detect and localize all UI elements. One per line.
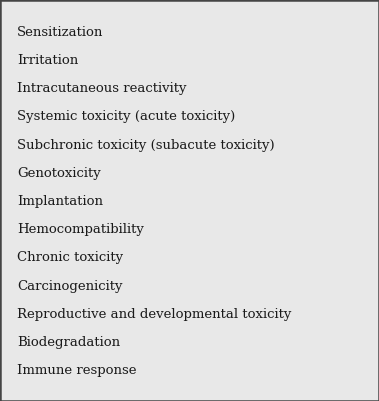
Text: Chronic toxicity: Chronic toxicity <box>17 251 123 264</box>
Text: Carcinogenicity: Carcinogenicity <box>17 279 122 293</box>
Text: Intracutaneous reactivity: Intracutaneous reactivity <box>17 82 186 95</box>
Text: Hemocompatibility: Hemocompatibility <box>17 223 144 236</box>
Text: Irritation: Irritation <box>17 54 78 67</box>
Text: Subchronic toxicity (subacute toxicity): Subchronic toxicity (subacute toxicity) <box>17 139 275 152</box>
Text: Biodegradation: Biodegradation <box>17 336 120 349</box>
Text: Implantation: Implantation <box>17 195 103 208</box>
Text: Immune response: Immune response <box>17 365 136 377</box>
Text: Genotoxicity: Genotoxicity <box>17 167 101 180</box>
Text: Systemic toxicity (acute toxicity): Systemic toxicity (acute toxicity) <box>17 110 235 124</box>
Text: Sensitization: Sensitization <box>17 26 103 38</box>
Text: Reproductive and developmental toxicity: Reproductive and developmental toxicity <box>17 308 291 321</box>
